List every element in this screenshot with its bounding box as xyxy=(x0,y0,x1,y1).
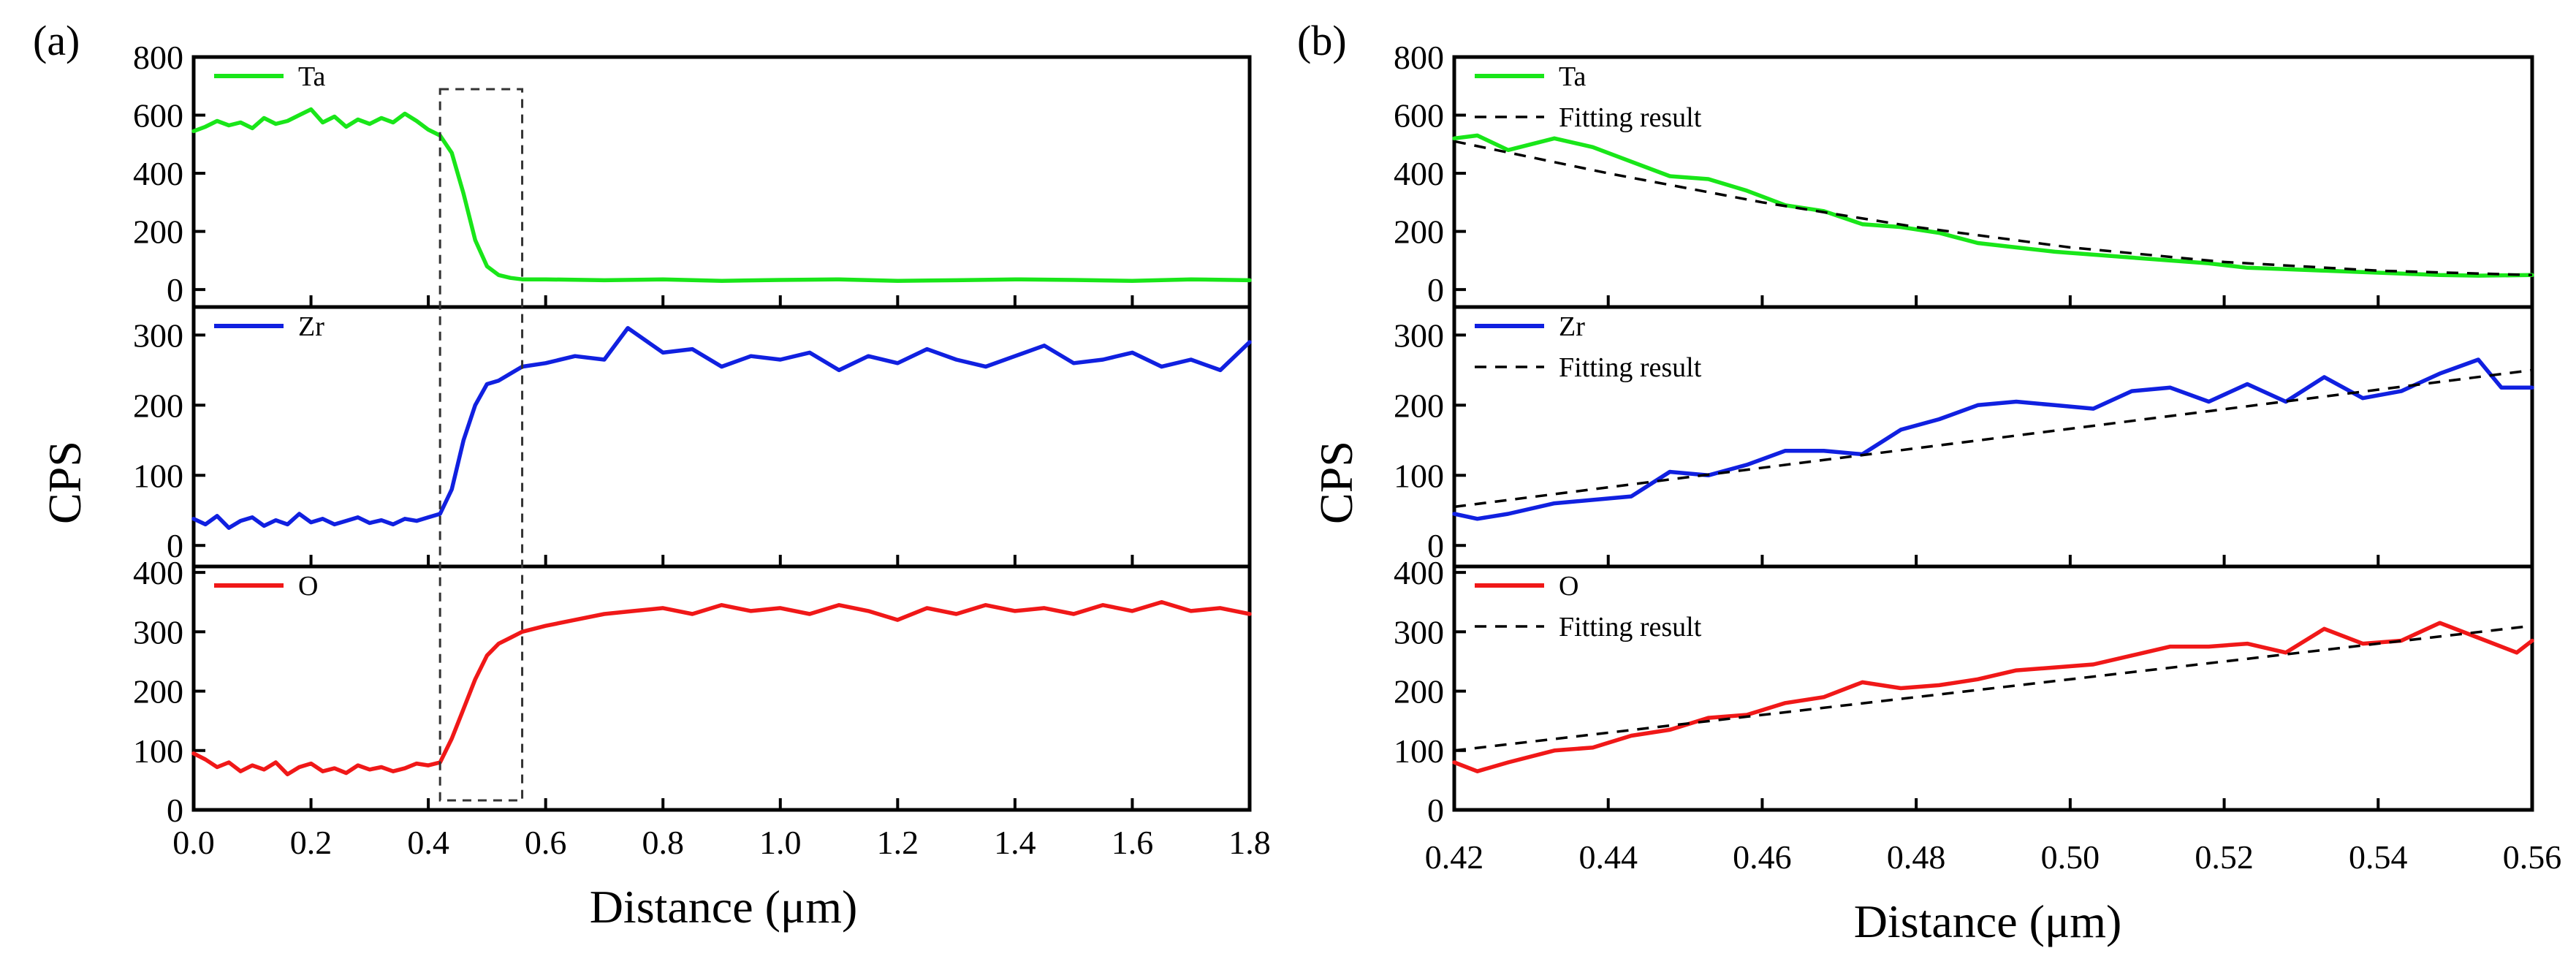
panel-b-subplot-1-series-fitting-result xyxy=(1454,140,2533,277)
panel-b-subplot-2-series-fitting-result xyxy=(1454,368,2533,509)
panel-a-xtick-label: 0.6 xyxy=(525,824,567,861)
panel-b-subplot-2-ytick-label: 300 xyxy=(1394,316,1444,354)
panel-b-subplot-3-series-fitting-result xyxy=(1454,624,2533,752)
panel-b-subplot-1-ytick-label: 200 xyxy=(1394,213,1444,251)
panel-a-subplot-1-legend-label: Ta xyxy=(298,61,326,92)
panel-b-subplot-3-legend-label: Fitting result xyxy=(1559,612,1702,643)
panel-b-subplot-3-series-o xyxy=(1452,621,2534,773)
panel-a-subplot-3-ytick-label: 100 xyxy=(133,732,183,770)
panel-a-xtick-label: 1.6 xyxy=(1112,824,1154,861)
panel-b-xtick-label: 0.42 xyxy=(1425,838,1484,876)
panel-a-subplot-1-ytick-label: 0 xyxy=(167,271,183,308)
panel-a-subplot-1-ytick-label: 600 xyxy=(133,97,183,134)
panel-b-xtick-label: 0.46 xyxy=(1733,838,1792,876)
panel-a-xtick-label: 0.2 xyxy=(290,824,333,861)
panel-b-subplot-2-legend-label: Zr xyxy=(1559,311,1585,342)
panel-a-xtick-label: 0.0 xyxy=(172,824,215,861)
panel-b-subplot-2-ytick-label: 0 xyxy=(1427,527,1444,564)
panel-a-subplot-1-ytick-label: 400 xyxy=(133,155,183,192)
panel-a-subplot-1: 0 200 400 600 800 Ta xyxy=(133,39,1252,309)
panel-a-subplot-1-series-ta xyxy=(191,107,1252,283)
panel-a-subplot-2-series-zr xyxy=(191,326,1252,530)
panel-a-subplot-2-ytick-label: 0 xyxy=(167,527,183,564)
panel-b-subplot-1-legend-label: Ta xyxy=(1559,61,1587,92)
panel-a-subplot-3-ytick-label: 300 xyxy=(133,613,183,651)
panel-a-subplot-3-frame xyxy=(191,564,1252,812)
panel-b-label: (b) xyxy=(1297,17,1347,64)
panel-b-subplot-1-ytick-label: 0 xyxy=(1427,271,1444,308)
panel-a-subplot-1-frame xyxy=(191,55,1252,309)
panel-a-xtick-label: 0.8 xyxy=(642,824,684,861)
panel-b-subplot-2-legend-label: Fitting result xyxy=(1559,352,1702,383)
panel-a-xtick-label: 1.2 xyxy=(877,824,919,861)
panel-b-subplot-3: 0 100 200 300 400 O Fitting result xyxy=(1394,554,2534,829)
panel-b-y-axis-title: CPS xyxy=(1310,441,1362,524)
panel-a-subplot-2-frame xyxy=(191,305,1252,569)
panel-a-y-axis-title: CPS xyxy=(39,441,91,524)
panel-b-subplot-2-ytick-label: 100 xyxy=(1394,457,1444,494)
panel-a-subplot-3-ytick-label: 200 xyxy=(133,673,183,710)
panel-b-xtick-label: 0.56 xyxy=(2503,838,2562,876)
zoom-region-box xyxy=(438,88,524,802)
panel-a-x-axis-title: Distance (μm) xyxy=(590,881,858,933)
panel-a-subplot-3-series-o xyxy=(191,599,1252,777)
panel-b-subplot-2-frame xyxy=(1452,305,2534,569)
panel-b-subplot-1-series-ta xyxy=(1452,133,2534,278)
panel-b-subplot-3-ytick-label: 100 xyxy=(1394,732,1444,770)
panel-b-subplot-1-ytick-label: 600 xyxy=(1394,97,1444,134)
panel-b-subplot-3-ytick-label: 300 xyxy=(1394,613,1444,651)
panel-a-subplot-3: 0 100 200 300 400 O xyxy=(133,554,1252,829)
panel-b-subplot-3-ytick-label: 0 xyxy=(1427,792,1444,829)
panel-b-subplot-1: 0 200 400 600 800 Ta Fitting result xyxy=(1394,39,2534,309)
panel-a-xtick-label: 0.4 xyxy=(407,824,449,861)
panel-a-xtick-label: 1.4 xyxy=(994,824,1036,861)
panel-b-xtick-label: 0.52 xyxy=(2195,838,2254,876)
panel-a-subplot-1-ytick-label: 800 xyxy=(133,39,183,76)
panel-a-subplot-3-legend-label: O xyxy=(298,571,318,602)
panel-b-subplot-3-ytick-label: 200 xyxy=(1394,673,1444,710)
panel-a-subplot-2-ytick-label: 200 xyxy=(133,387,183,424)
panel-b-subplot-1-ytick-label: 800 xyxy=(1394,39,1444,76)
panel-b-xtick-label: 0.44 xyxy=(1578,838,1638,876)
panel-b-subplot-2-series-zr xyxy=(1452,357,2534,521)
panel-a-subplot-3-ytick-label: 0 xyxy=(167,792,183,829)
panel-a-subplot-2-legend-label: Zr xyxy=(298,311,324,342)
panel-b-subplot-3-ytick-label: 400 xyxy=(1394,554,1444,591)
panel-a-subplot-2-ytick-label: 100 xyxy=(133,457,183,494)
panel-a-xtick-label: 1.0 xyxy=(759,824,802,861)
panel-a-subplot-3-ytick-label: 400 xyxy=(133,554,183,591)
panel-a-subplot-2-ytick-label: 300 xyxy=(133,316,183,354)
panel-a-xtick-label: 1.8 xyxy=(1228,824,1271,861)
panel-a-subplot-1-ytick-label: 200 xyxy=(133,213,183,251)
panel-b-xtick-label: 0.48 xyxy=(1887,838,1946,876)
panel-a-subplot-2: 0 100 200 300 Zr xyxy=(133,305,1252,569)
panel-b-subplot-3-legend-label: O xyxy=(1559,571,1578,602)
panel-b-xtick-label: 0.50 xyxy=(2041,838,2100,876)
panel-b-subplot-1-ytick-label: 400 xyxy=(1394,155,1444,192)
panel-b-xtick-label: 0.54 xyxy=(2349,838,2408,876)
panel-b-subplot-1-legend-label: Fitting result xyxy=(1559,102,1702,133)
panel-b-subplot-2: 0 100 200 300 Zr Fitting result xyxy=(1394,305,2534,569)
panel-a-label: (a) xyxy=(33,17,80,64)
panel-b-subplot-3-frame xyxy=(1452,564,2534,812)
panel-b-subplot-2-ytick-label: 200 xyxy=(1394,387,1444,424)
panel-b-x-axis-title: Distance (μm) xyxy=(1854,895,2122,947)
